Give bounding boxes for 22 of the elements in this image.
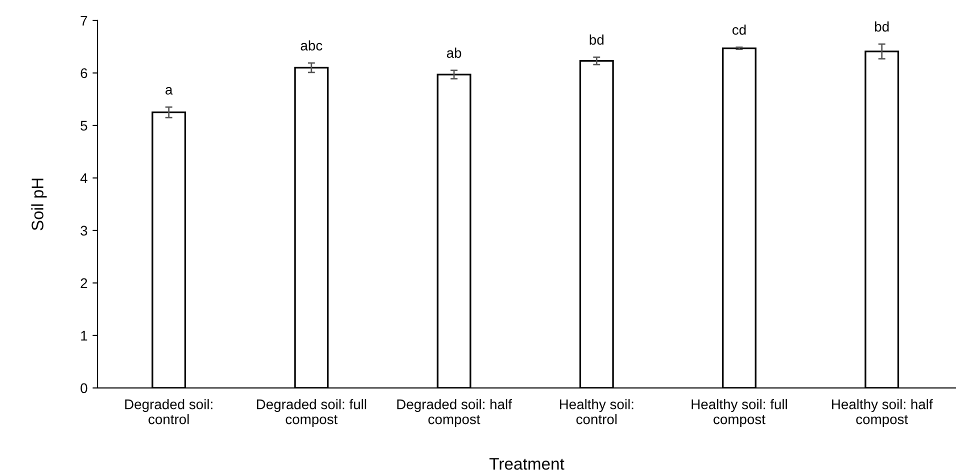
annotation: a [166, 87, 173, 95]
annotation: bd [875, 21, 889, 32]
x-tick-label: Healthy soil: half compost [832, 399, 933, 427]
y-tick-label: 4 [80, 173, 88, 183]
y-tick-label: 7 [80, 16, 88, 26]
annotation: bd [590, 34, 604, 45]
annotation: cd [732, 24, 746, 35]
y-axis-title: Soil pH [31, 178, 47, 230]
x-tick-label: Degraded soil: half compost [397, 399, 512, 427]
y-tick-label: 6 [80, 68, 88, 78]
x-tick-label: Healthy soil: full compost [692, 399, 787, 427]
y-tick-label: 1 [81, 330, 88, 340]
y-tick-label: 0 [80, 383, 88, 394]
annotation: abc [300, 40, 322, 51]
y-tick-label: 5 [80, 120, 88, 131]
x-tick-label: Degraded soil: control [125, 399, 212, 424]
x-axis-title: Treatment [489, 458, 564, 470]
x-tick-label: Healthy soil: control [560, 399, 634, 424]
x-tick-label: Degraded soil: full compost [256, 399, 366, 427]
annotation: ab [446, 48, 462, 58]
y-tick-label: 2 [80, 278, 88, 288]
y-tick-label: 3 [80, 226, 88, 236]
